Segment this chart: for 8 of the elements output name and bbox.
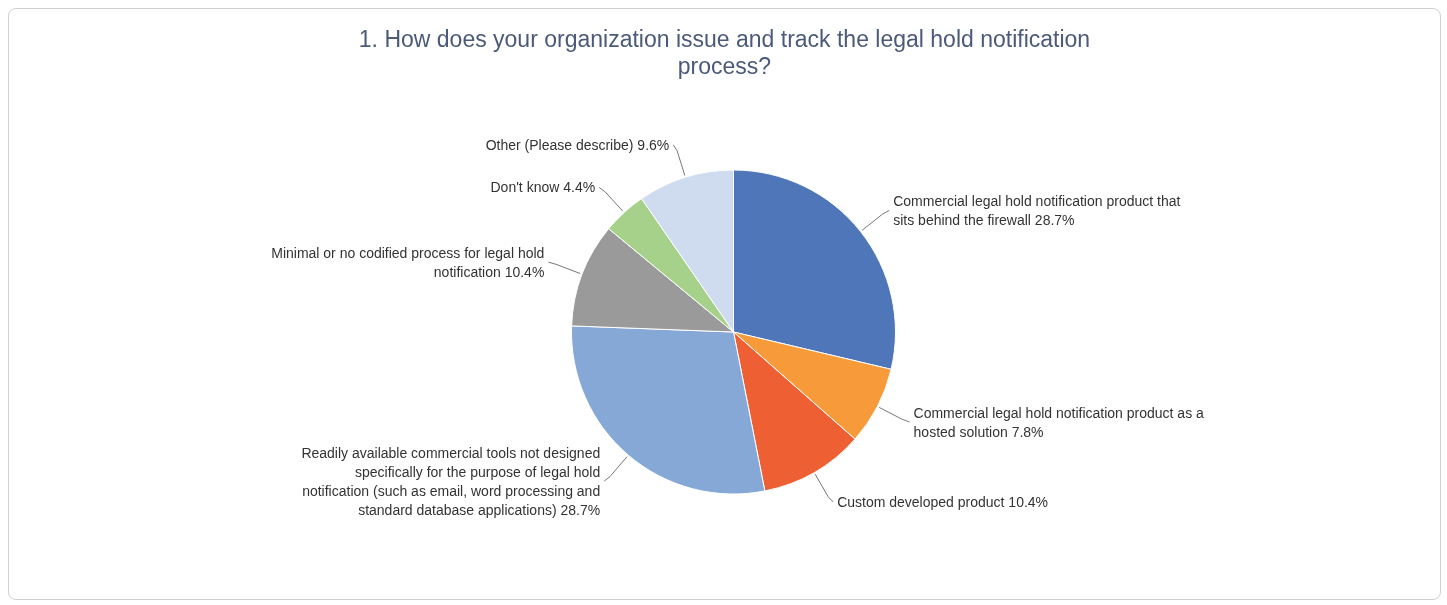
slice-label: Commercial legal hold notification product that sits behind the firewall 28.7% (893, 192, 1181, 228)
slice-label: Custom developed product 10.4% (837, 493, 1049, 510)
slice-label: Readily available commercial tools not designed specifically for the purpose of legal hold notification (such as email, word processing and standard database applications) 28.7% (301, 444, 601, 518)
slice-label: Commercial legal hold notification product as a hosted solution 7.8% (913, 404, 1205, 440)
slice-label: Don't know 4.4% (490, 179, 596, 196)
chart-title: 1. How does your organization issue and track the legal hold notification process? (358, 26, 1091, 79)
slice-label: Other (Please describe) 9.6% (485, 136, 670, 153)
slice-label: Minimal or no codified process for legal hold notification 10.4% (271, 244, 545, 280)
